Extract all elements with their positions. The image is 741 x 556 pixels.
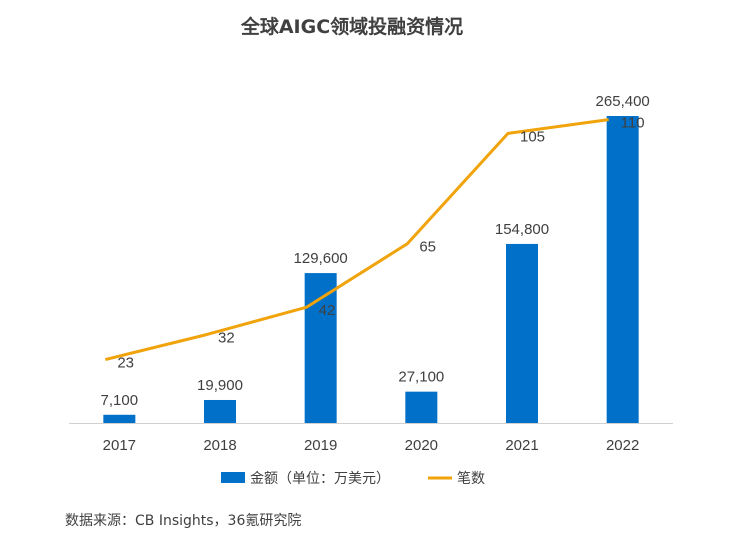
x-tick-label-2019: 2019: [304, 437, 337, 454]
bar-value-label-2022: 265,400: [596, 93, 650, 110]
chart-title: 全球AIGC领域投融资情况: [240, 15, 463, 38]
labels-layer: 7,100 19,900 129,600 27,100 154,800 265,400 23…: [101, 93, 650, 409]
bar-2018: [204, 399, 236, 423]
line-value-label-2017: 23: [117, 355, 134, 372]
bar-value-label-2018: 19,900: [197, 377, 243, 394]
x-tick-label-2020: 2020: [405, 437, 438, 454]
x-tick-label-2021: 2021: [505, 437, 538, 454]
bar-2021: [506, 243, 538, 423]
bar-2020: [405, 391, 438, 423]
line-value-label-2018: 32: [218, 330, 235, 347]
line-value-label-2019: 42: [319, 302, 336, 319]
legend-bar-label: 金额（单位：万美元）: [250, 471, 390, 487]
x-tick-label-2017: 2017: [103, 437, 136, 454]
bar-value-label-2021: 154,800: [495, 221, 549, 238]
legend-line-label: 笔数: [457, 471, 485, 487]
bar-value-label-2019: 129,600: [294, 250, 348, 267]
ticks-layer: 2017 2018 2019 2020 2021 2022: [103, 437, 640, 454]
legend-bar-swatch: [221, 472, 245, 483]
bar-2019: [304, 273, 337, 423]
x-tick-label-2018: 2018: [203, 437, 236, 454]
source-note: 数据来源：CB Insights，36氪研究院: [65, 513, 301, 529]
line-value-label-2020: 65: [419, 239, 436, 256]
bars-layer: [103, 116, 639, 423]
line-value-label-2022: 110: [621, 115, 645, 132]
line-series: [104, 118, 609, 362]
bar-2022: [606, 116, 639, 423]
bar-value-label-2017: 7,100: [101, 392, 139, 409]
line-layer: [104, 118, 609, 362]
line-value-label-2021: 105: [520, 128, 545, 145]
bar-2017: [103, 414, 136, 423]
x-tick-label-2022: 2022: [606, 437, 639, 454]
legend: 金额（单位：万美元） 笔数: [221, 471, 485, 487]
bar-value-label-2020: 27,100: [398, 369, 444, 386]
